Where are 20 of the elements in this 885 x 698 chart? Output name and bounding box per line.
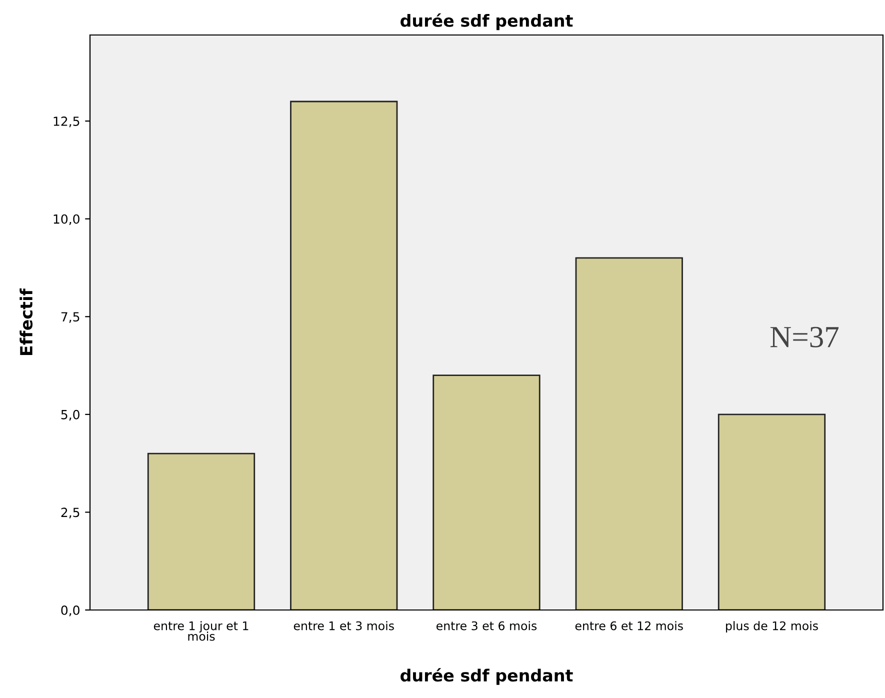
x-tick-label: entre 6 et 12 mois bbox=[575, 621, 683, 630]
x-tick-label: entre 1 et 3 mois bbox=[294, 621, 394, 630]
y-tick-label: 0,0 bbox=[61, 605, 80, 616]
annotation: N=37 bbox=[770, 326, 839, 348]
bar bbox=[147, 452, 256, 610]
y-tick-label: 7,5 bbox=[61, 312, 80, 323]
x-tick-label: entre 1 jour et 1 mois bbox=[154, 621, 248, 641]
x-axis-title: durée sdf pendant bbox=[400, 668, 573, 685]
x-tick-label: plus de 12 mois bbox=[726, 621, 818, 633]
y-tick-label: 10,0 bbox=[54, 214, 80, 226]
y-tick-label: 12,5 bbox=[54, 116, 80, 128]
bar bbox=[718, 414, 826, 610]
y-tick-label: 5,0 bbox=[61, 410, 80, 421]
bar bbox=[432, 374, 540, 610]
y-axis-title: Effectif bbox=[20, 288, 33, 355]
x-tick-label: entre 3 et 6 mois bbox=[436, 621, 537, 630]
bar bbox=[575, 257, 683, 610]
chart-title: durée sdf pendant bbox=[400, 13, 573, 30]
bar bbox=[290, 100, 398, 610]
y-tick-label: 2,5 bbox=[61, 508, 80, 518]
